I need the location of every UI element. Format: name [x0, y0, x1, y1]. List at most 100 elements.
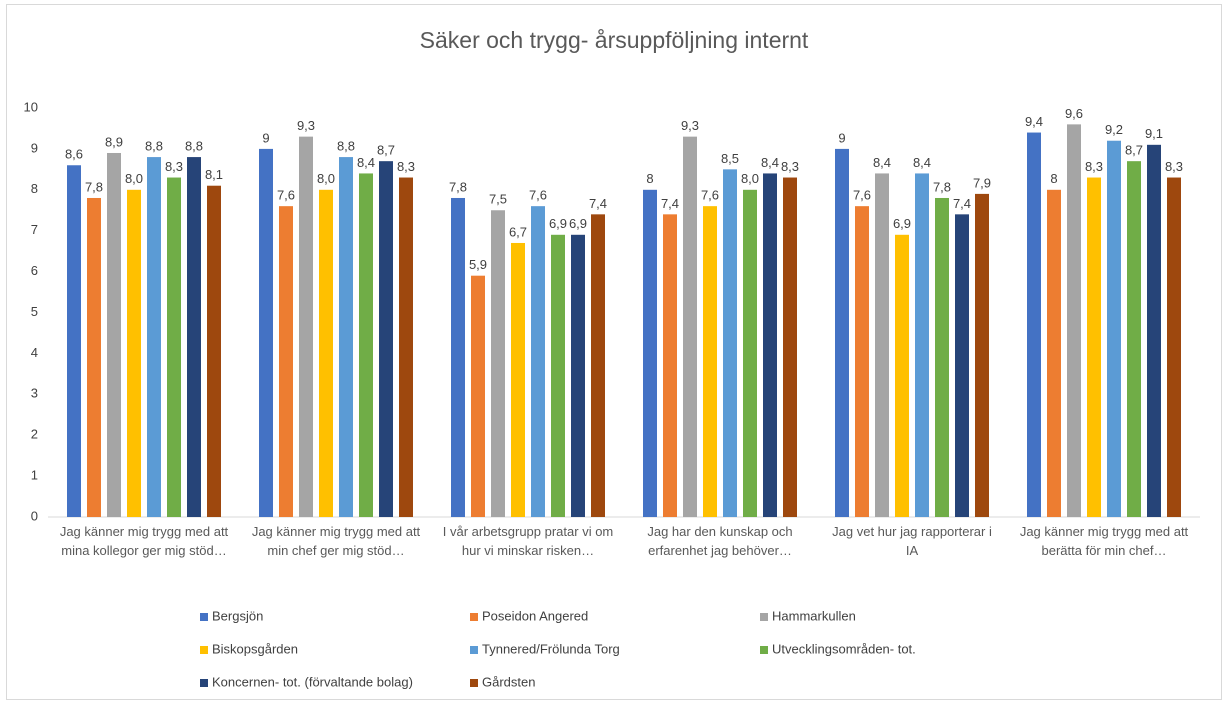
bar [127, 189, 141, 518]
legend-label: Poseidon Angered [482, 608, 588, 623]
bar [491, 210, 505, 517]
data-label: 7,8 [85, 179, 103, 194]
data-label: 6,9 [549, 216, 567, 231]
legend-label: Bergsjön [212, 608, 263, 623]
data-label: 6,7 [509, 224, 527, 239]
bar [187, 157, 201, 517]
y-tick-label: 10 [24, 99, 38, 114]
data-label: 7,6 [277, 188, 295, 203]
bar [591, 214, 605, 517]
legend-swatch [470, 613, 478, 621]
bar [167, 177, 181, 517]
bar [875, 173, 889, 517]
bar [1127, 161, 1141, 518]
legend-swatch [200, 613, 208, 621]
legend-label: Utvecklingsområden- tot. [772, 641, 916, 656]
x-tick-label: Jag vet hur jag rapporterar i IA [832, 524, 992, 558]
bar [663, 214, 677, 517]
bar [147, 157, 161, 517]
bar [279, 206, 293, 517]
data-label: 8,9 [105, 134, 123, 149]
bar [571, 234, 585, 518]
bar [299, 136, 313, 517]
chart-title: Säker och trygg- årsuppföljning internt [419, 27, 809, 53]
bar [259, 148, 273, 517]
legend-label: Biskopsgården [212, 641, 298, 656]
bar [107, 152, 121, 518]
bar [855, 206, 869, 517]
data-label: 8,8 [145, 139, 163, 154]
legend-label: Koncernen- tot. (förvaltande bolag) [212, 674, 413, 689]
y-tick-label: 5 [31, 304, 38, 319]
bar [1107, 140, 1121, 517]
legend-label: Tynnered/Frölunda Torg [482, 641, 620, 656]
data-label: 7,9 [973, 175, 991, 190]
x-tick-label: Jag har den kunskap och erfarenhet jag b… [647, 524, 793, 558]
x-tick-label: Jag känner mig trygg med att mina kolleg… [59, 524, 229, 558]
bar [915, 173, 929, 517]
data-label: 8,0 [741, 171, 759, 186]
bar [1167, 177, 1181, 517]
data-label: 8,3 [397, 159, 415, 174]
data-label: 9,3 [297, 118, 315, 133]
bar [531, 206, 545, 517]
y-tick-label: 7 [31, 222, 38, 237]
bar [399, 177, 413, 517]
data-label: 8,3 [781, 159, 799, 174]
data-label: 8,4 [913, 155, 931, 170]
data-label: 9,3 [681, 118, 699, 133]
y-tick-label: 4 [31, 345, 38, 360]
bar [835, 148, 849, 517]
x-tick-label: Jag känner mig trygg med att min chef ge… [251, 524, 421, 558]
legend-swatch [760, 646, 768, 654]
bar [955, 214, 969, 517]
bar [975, 193, 989, 517]
data-label: 8,8 [337, 139, 355, 154]
bar [683, 136, 697, 517]
bar [511, 242, 525, 517]
data-label: 8,6 [65, 147, 83, 162]
bar [763, 173, 777, 517]
bar [359, 173, 373, 517]
data-label: 9,2 [1105, 122, 1123, 137]
bar [1027, 132, 1041, 518]
data-label: 8,5 [721, 151, 739, 166]
bar [339, 157, 353, 517]
data-label: 5,9 [469, 257, 487, 272]
data-label: 8,1 [205, 167, 223, 182]
bar [1087, 177, 1101, 517]
data-label: 8 [646, 171, 653, 186]
data-label: 9,1 [1145, 126, 1163, 141]
bar [783, 177, 797, 517]
data-label: 9 [838, 130, 845, 145]
x-tick-label: Jag känner mig trygg med att berätta för… [1019, 524, 1189, 558]
data-label: 8,4 [357, 155, 375, 170]
legend-swatch [200, 646, 208, 654]
data-label: 7,6 [853, 188, 871, 203]
legend-swatch [470, 646, 478, 654]
data-label: 6,9 [893, 216, 911, 231]
bar [207, 185, 221, 517]
data-label: 7,6 [701, 188, 719, 203]
data-label: 9 [262, 130, 269, 145]
bar [1147, 144, 1161, 517]
legend-swatch [200, 679, 208, 687]
y-tick-label: 2 [31, 427, 38, 442]
data-label: 7,4 [661, 196, 679, 211]
data-label: 7,8 [449, 179, 467, 194]
data-label: 8,7 [1125, 143, 1143, 158]
data-label: 8,3 [165, 159, 183, 174]
data-label: 8,0 [125, 171, 143, 186]
data-label: 7,5 [489, 192, 507, 207]
bar [935, 197, 949, 518]
data-label: 8,7 [377, 143, 395, 158]
data-label: 8,8 [185, 139, 203, 154]
data-label: 8,4 [873, 155, 891, 170]
data-label: 7,6 [529, 188, 547, 203]
bar [643, 189, 657, 518]
bar [471, 275, 485, 517]
data-label: 8,3 [1165, 159, 1183, 174]
legend-swatch [470, 679, 478, 687]
